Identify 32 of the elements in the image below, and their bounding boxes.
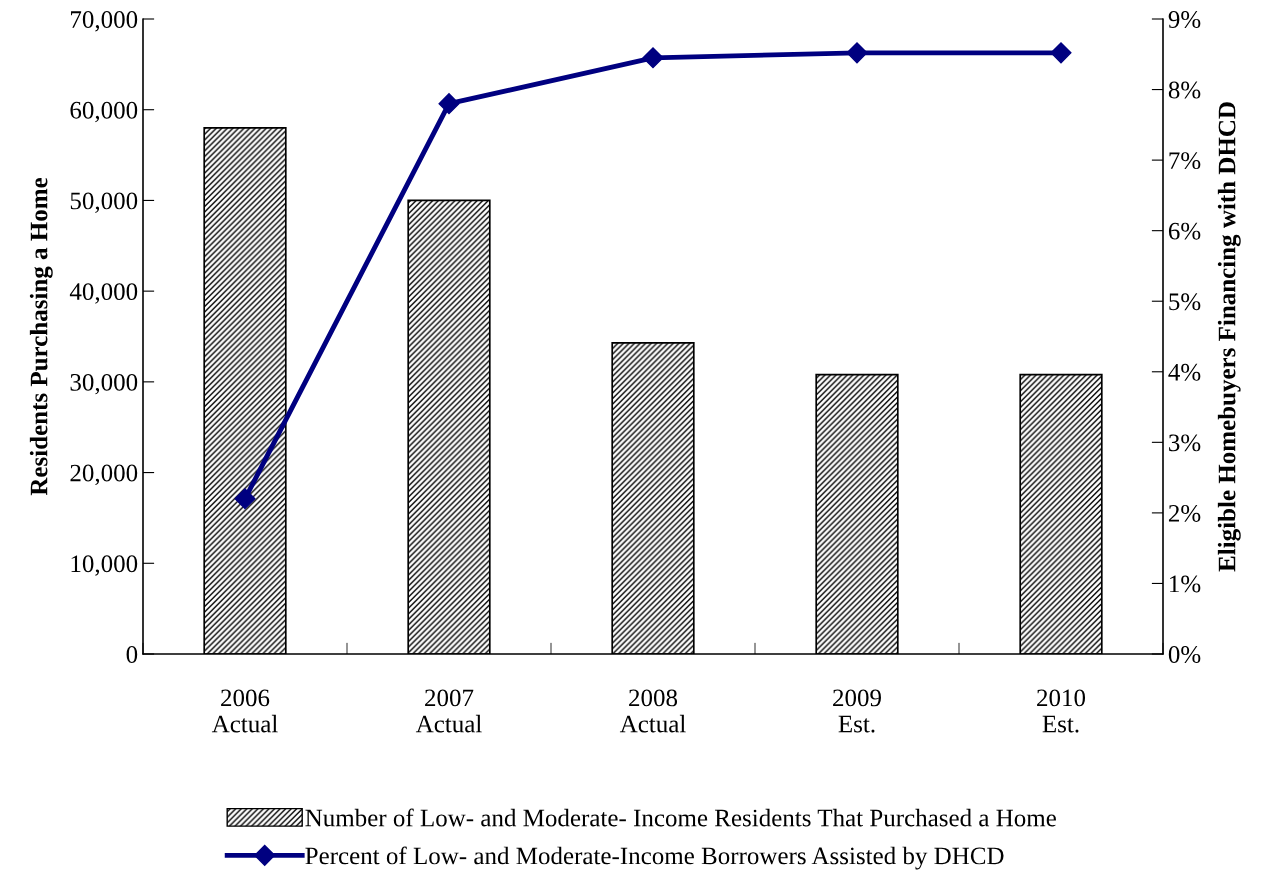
point bbox=[846, 42, 868, 64]
y2-tick-label: 3% bbox=[1169, 434, 1201, 452]
y2-axis-title: Eligible Homebuyers Financing with DHCD bbox=[1217, 102, 1241, 572]
y2-tick-label: 8% bbox=[1168, 81, 1201, 99]
y-tick-label: 70,000 bbox=[71, 11, 138, 32]
y-tick-label: 10,000 bbox=[71, 555, 138, 576]
y-tick-label: 40,000 bbox=[69, 283, 138, 304]
point bbox=[438, 93, 460, 115]
x-tick-label: 2006 Actual bbox=[211, 689, 278, 733]
y-tick-label: 60,000 bbox=[70, 101, 138, 123]
y-tick-label: 0 bbox=[126, 646, 138, 663]
point bbox=[1050, 42, 1072, 64]
y2-tick-label: 4% bbox=[1168, 363, 1201, 381]
y2-tick-label: 7% bbox=[1169, 152, 1201, 170]
y2-tick-label: 0% bbox=[1168, 646, 1201, 663]
y2-tick-label: 2% bbox=[1168, 504, 1201, 522]
y2-tick-label: 1% bbox=[1170, 575, 1201, 593]
y-tick-label: 20,000 bbox=[70, 464, 138, 486]
y2-tick-label: 5% bbox=[1169, 293, 1201, 311]
x-tick-label: 2010 Est. bbox=[1037, 689, 1086, 733]
y-tick-label: 50,000 bbox=[70, 192, 138, 213]
point bbox=[642, 47, 664, 69]
legend-label: Percent of Low- and Moderate-Income Borrowers Assisted by DHCD bbox=[305, 846, 1004, 870]
y2-tick-label: 9% bbox=[1168, 11, 1201, 28]
point bbox=[234, 488, 256, 510]
y-axis-title: Residents Purchasing a Home bbox=[29, 177, 53, 496]
y2-tick-label: 6% bbox=[1168, 222, 1201, 240]
legend-label: Number of Low- and Moderate- Income Residents That Purchased a Home bbox=[305, 808, 1056, 827]
x-tick-label: 2008 Actual bbox=[619, 689, 686, 733]
x-tick-label: 2009 Est. bbox=[833, 689, 881, 733]
x-tick-label: 2007 Actual bbox=[415, 689, 482, 733]
y-tick-label: 30,000 bbox=[70, 373, 138, 395]
